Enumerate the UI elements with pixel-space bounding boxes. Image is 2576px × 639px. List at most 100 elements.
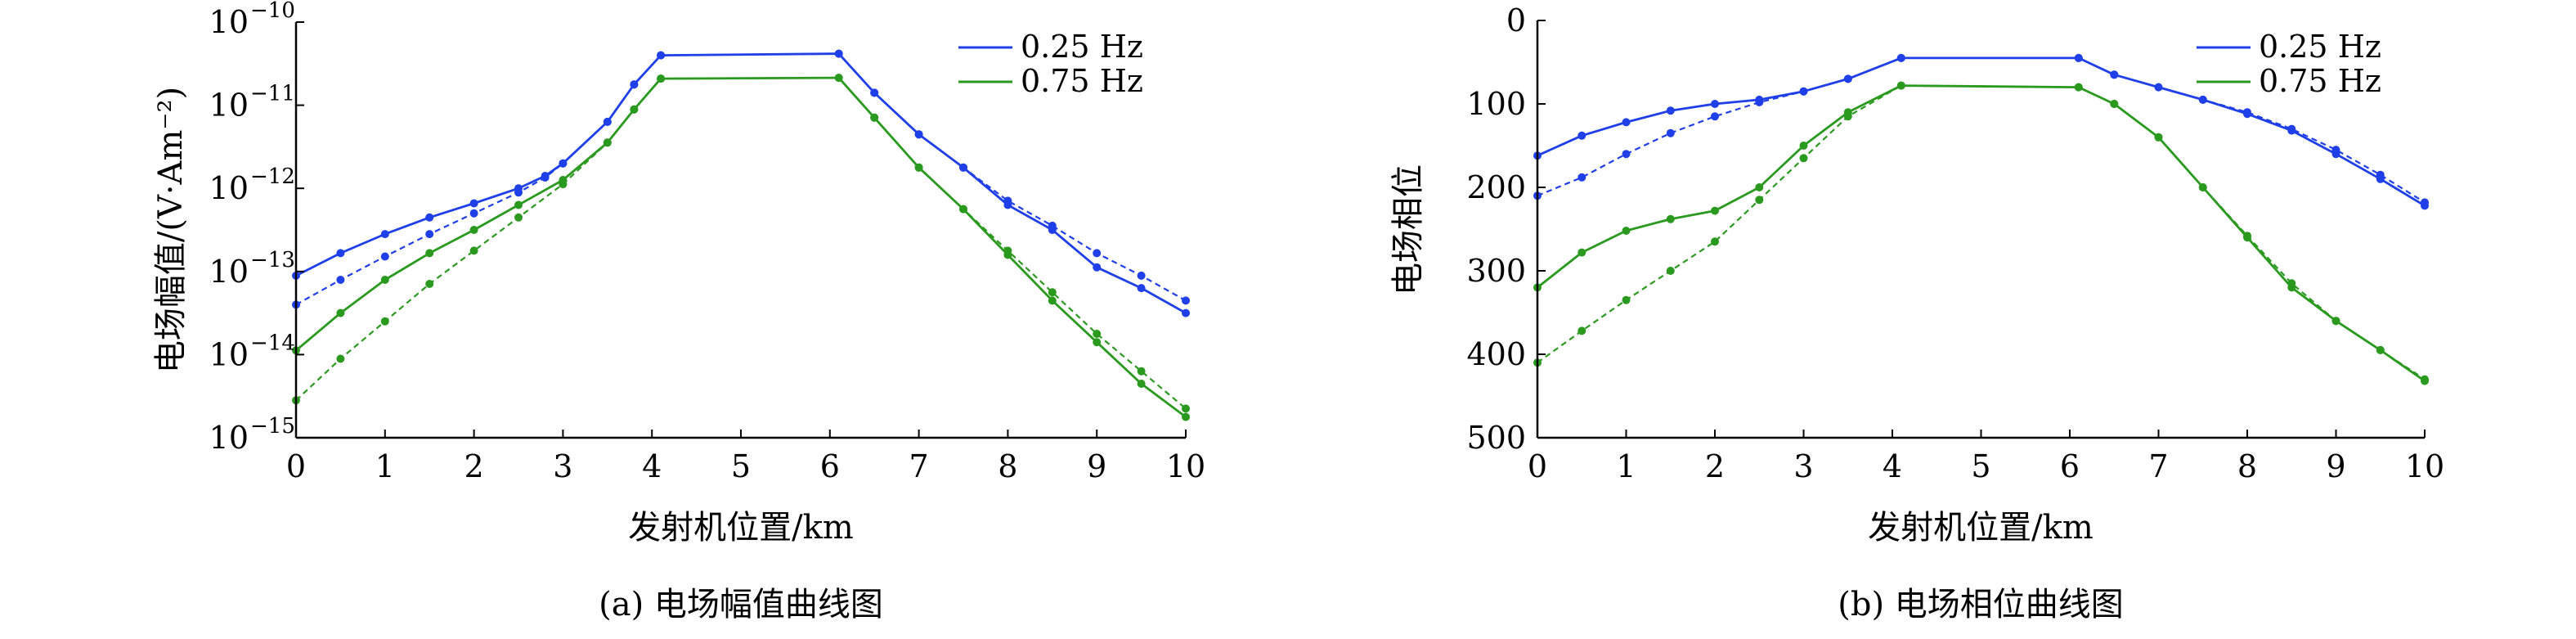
panel-a-series-3-point — [870, 113, 879, 122]
panel-a-y-tick-label: 10 — [209, 254, 249, 290]
panel-b-series-2-point — [1711, 206, 1719, 215]
panel-b-series-2-point — [1622, 227, 1631, 235]
panel-a-x-tick-label: 6 — [820, 448, 840, 484]
panel-b-x-tick-label: 8 — [2237, 448, 2257, 484]
panel-b-series-3-point — [1622, 295, 1631, 304]
panel-a-series-0-point — [1182, 308, 1190, 317]
panel-a-series-3-point — [1003, 246, 1012, 255]
panel-a-series-1-point — [1137, 271, 1146, 280]
panel-a-series-1-point — [541, 173, 550, 182]
panel-b-series-3-point — [2154, 133, 2163, 142]
panel-b-series-1-point — [1666, 128, 1675, 137]
panel-a-series-3-point — [469, 246, 478, 255]
panel-a-series-1-point — [559, 159, 568, 168]
panel-a-x-tick-label: 7 — [909, 448, 929, 484]
panel-a-series-2-point — [1182, 412, 1190, 421]
panel-b-series-3-point — [2198, 183, 2207, 191]
panel-a-x-tick-label: 10 — [1166, 448, 1205, 484]
panel-b-series-1-point — [1843, 74, 1852, 83]
panel-a-series-1-point — [1093, 249, 1102, 258]
panel-a-series-3-point — [559, 180, 568, 189]
panel-b-x-axis-label: 发射机位置/km — [1868, 509, 2094, 547]
panel-b-x-tick-label: 10 — [2405, 448, 2444, 484]
panel-a-series-3-point — [914, 163, 923, 172]
panel-a-series-1-point — [380, 252, 389, 261]
panel-b-data-layer — [1533, 53, 2429, 385]
panel-a-series-2-point — [380, 276, 389, 284]
panel-b-y-tick-label: 400 — [1466, 336, 1526, 372]
panel-a-series-3-point — [380, 317, 389, 326]
panel-a-series-0-point — [425, 213, 434, 222]
panel-a-y-tick-exponent: −11 — [250, 82, 295, 106]
panel-b-x-tick-label: 5 — [1971, 448, 1990, 484]
panel-b-series-1-point — [2110, 70, 2119, 79]
panel-a-series-1-point — [834, 49, 843, 58]
panel-a-series-3-point — [1137, 367, 1146, 376]
panel-b-series-0-point — [1577, 131, 1586, 140]
panel-b-series-1-point — [1755, 98, 1764, 106]
panel-b-series-1-point — [1799, 87, 1808, 96]
panel-a-series-0-point — [469, 199, 478, 208]
panel-b-series-3-point — [1843, 112, 1852, 121]
panel-a-series-3-point — [514, 213, 523, 222]
panel-b-x-tick-label: 2 — [1705, 448, 1725, 484]
panel-b-y-tick-label: 300 — [1466, 253, 1526, 289]
panel-a-series-1-point — [603, 117, 612, 126]
panel-a-series-3-point — [834, 74, 843, 83]
panel-b-series-3-point — [2074, 83, 2083, 92]
panel-b-x-tick-label: 6 — [2060, 448, 2080, 484]
panel-a-series-2-point — [469, 226, 478, 234]
panel-a-series-3-point — [657, 74, 666, 83]
panel-a-series-3-point — [959, 205, 967, 214]
panel-b-legend: 0.25 Hz 0.75 Hz — [2197, 29, 2381, 99]
panel-b-y-ticks: 0 100 200 300 400 500 — [1466, 2, 1546, 456]
panel-b-series-0-line — [1537, 56, 2426, 207]
panel-b-series-3-point — [2287, 279, 2296, 288]
panel-a-y-tick-exponent: −15 — [250, 414, 295, 439]
panel-a-legend: 0.25 Hz 0.75 Hz — [958, 29, 1143, 99]
panel-a-series-2-point — [425, 249, 434, 258]
panel-a-x-tick-label: 3 — [553, 448, 572, 484]
panel-a-series-3-point — [425, 280, 434, 288]
panel-a-series-3-line — [295, 76, 1187, 410]
panel-a-x-tick-label: 9 — [1087, 448, 1106, 484]
panel-a-y-tick-label: 10 — [209, 88, 249, 124]
panel-a-x-tick-label: 8 — [998, 448, 1017, 484]
panel-b-series-1-point — [2154, 83, 2163, 92]
panel-b-series-3-point — [1577, 326, 1586, 335]
panel-a-series-1-point — [870, 88, 879, 97]
panel-a-series-1-point — [1048, 221, 1057, 230]
panel-a-series-1-point — [914, 130, 923, 139]
panel-a-y-tick-exponent: −12 — [250, 164, 295, 189]
panel-a-caption: (a) 电场幅值曲线图 — [599, 586, 883, 623]
panel-a-series-3-point — [1093, 330, 1102, 338]
panel-a-series-2-line — [295, 76, 1187, 418]
panel-a-series-1-point — [514, 188, 523, 197]
panel-b-series-3-point — [2421, 375, 2429, 384]
panel-a-series-1-point — [336, 276, 345, 284]
panel-a-y-tick-label: 10 — [209, 420, 249, 456]
panel-a-series-0-point — [380, 230, 389, 239]
panel-b-series-3-point — [2331, 317, 2340, 326]
panel-b-series-3-point — [1755, 196, 1764, 205]
panel-b-series-1-point — [2074, 53, 2083, 62]
panel-a-y-tick-exponent: −10 — [250, 0, 295, 23]
panel-b-series-1-point — [2243, 108, 2251, 117]
panel-b-series-0-point — [1711, 100, 1719, 108]
panel-a-x-tick-label: 5 — [731, 448, 751, 484]
panel-b-series-3-point — [1799, 154, 1808, 163]
panel-b-series-1-point — [1577, 173, 1586, 182]
panel-b-series-3-point — [2243, 232, 2251, 241]
panel-a-y-tick-exponent: −14 — [250, 331, 295, 355]
panel-a-series-2-point — [1093, 338, 1102, 347]
panel-b-series-1-point — [2331, 146, 2340, 155]
panel-a-x-ticks: 0 1 2 3 4 5 6 7 8 9 10 — [286, 430, 1205, 484]
panel-b-series-3-point — [1666, 267, 1675, 275]
panel-a-series-1-point — [959, 163, 967, 172]
panel-a-series-1-point — [469, 209, 478, 218]
panel-b-legend-label-0: 0.25 Hz — [2259, 29, 2381, 65]
panel-b-series-1-point — [2376, 170, 2385, 179]
panel-b-series-2-point — [1755, 183, 1764, 191]
